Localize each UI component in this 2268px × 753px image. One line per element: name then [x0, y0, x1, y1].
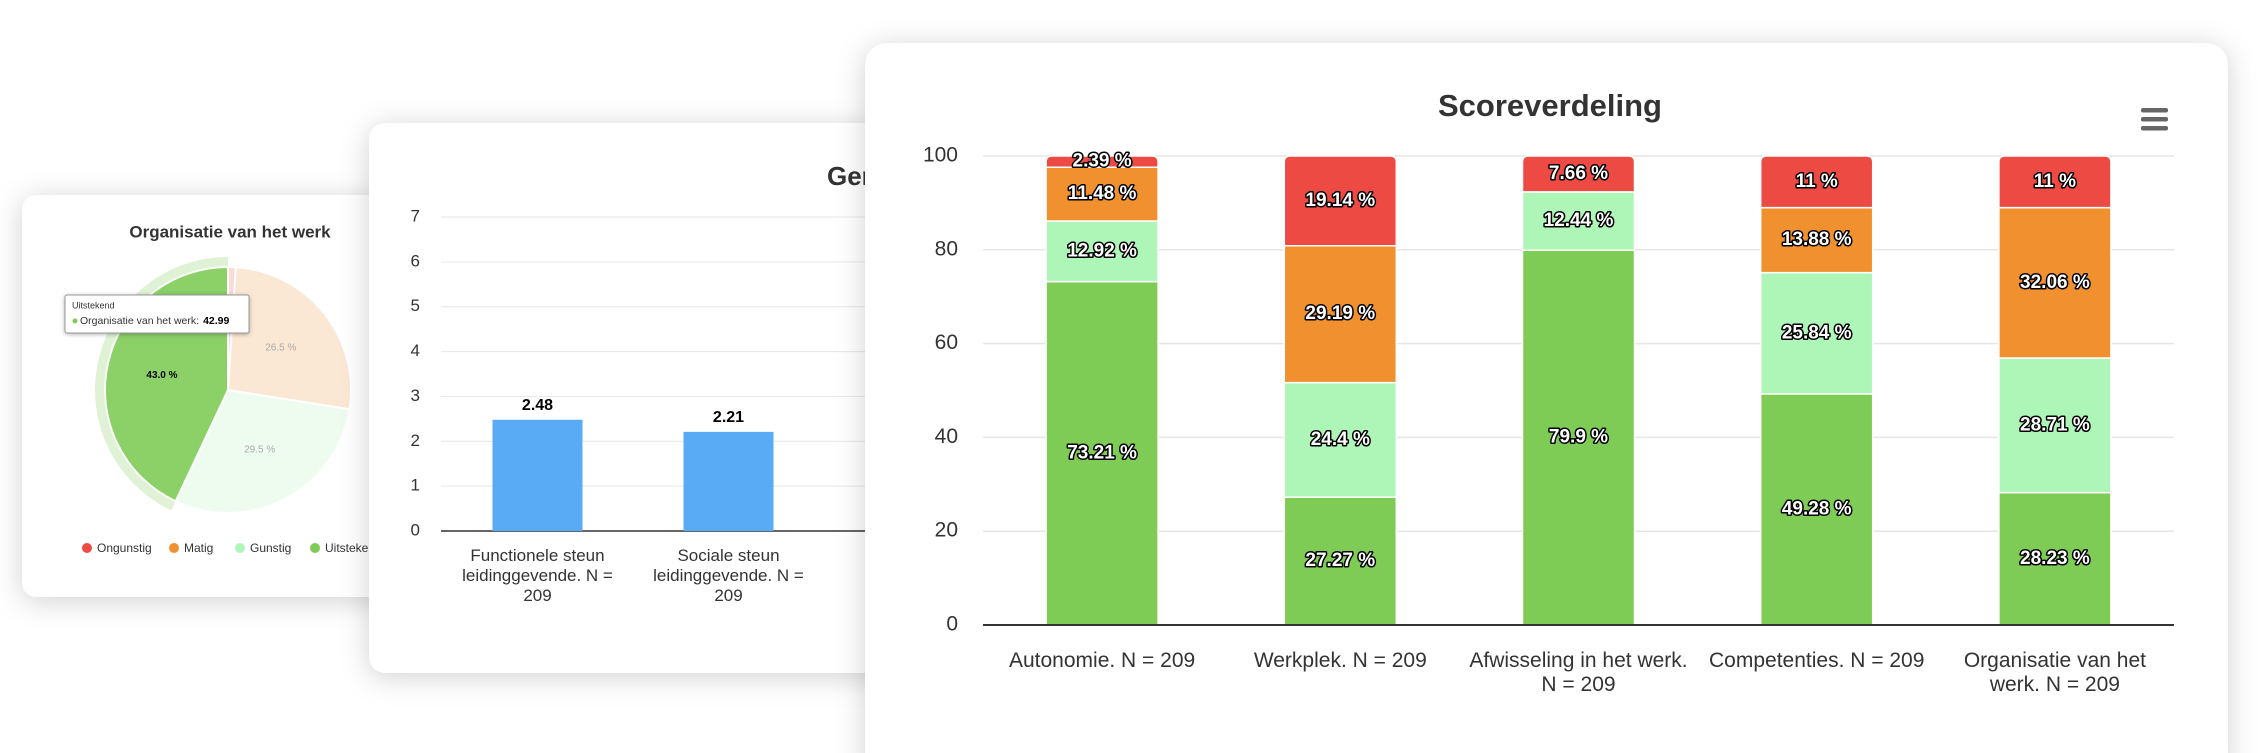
data-label: 28.71 %	[2020, 414, 2090, 435]
x-tick-label: Afwisseling in het werk. N = 209	[1469, 649, 1687, 696]
menu-icon[interactable]	[2141, 126, 2168, 131]
x-tick-label: Autonomie. N = 209	[1009, 649, 1195, 672]
data-label: 27.27 %	[1305, 550, 1375, 571]
y-tick-label: 3	[411, 386, 420, 405]
data-label: 79.9 %	[1549, 427, 1608, 448]
data-label: 28.23 %	[2020, 548, 2090, 569]
pie-slice	[226, 266, 352, 411]
data-label: 26.5 %	[265, 342, 296, 353]
y-tick-label: 0	[946, 613, 958, 636]
bar-segment	[1759, 155, 1874, 209]
bar-segment	[1521, 155, 1636, 193]
x-tick-label: Werkplek. N = 209	[1254, 649, 1427, 672]
y-tick-label: 4	[411, 341, 420, 360]
x-tick-label: Organisatie van het werk. N = 209	[1964, 649, 2146, 696]
tooltip-dot	[72, 318, 78, 324]
y-tick-label: 6	[411, 251, 420, 270]
data-label: 29.19 %	[1305, 303, 1375, 324]
bar	[492, 419, 583, 531]
data-label: 13.88 %	[1782, 229, 1852, 250]
y-tick-label: 7	[411, 206, 420, 225]
data-label: 19.14 %	[1305, 190, 1375, 211]
data-label: 12.44 %	[1544, 210, 1614, 231]
y-tick-label: 0	[411, 520, 420, 539]
data-label: 49.28 %	[1782, 498, 1852, 519]
menu-icon[interactable]	[2141, 108, 2168, 113]
bar-segment	[1045, 155, 1159, 168]
data-label: 32.06 %	[2020, 272, 2090, 293]
legend-label: Gunstig	[250, 541, 291, 555]
bar-segment	[1998, 155, 2112, 209]
tooltip-title: Uitstekend	[72, 300, 115, 310]
tooltip-label: Organisatie van het werk:	[80, 315, 199, 327]
legend-symbol	[82, 543, 92, 553]
pie-slice	[174, 388, 351, 514]
data-label: 11 %	[2034, 171, 2076, 192]
data-label: 2.48	[522, 397, 553, 414]
data-label: 11 %	[1796, 171, 1838, 192]
y-tick-label: 60	[935, 331, 958, 354]
x-tick-label: Competenties. N = 209	[1709, 649, 1924, 672]
legend-label: Uitstekend	[325, 541, 382, 555]
x-tick-label: Functionele steun leidinggevende. N = 209	[462, 546, 613, 605]
card	[369, 123, 969, 673]
data-label: 73.21 %	[1067, 442, 1137, 463]
data-label: 2.39 %	[1073, 151, 1132, 172]
bar	[683, 431, 774, 531]
y-tick-label: 40	[935, 425, 958, 448]
tooltip	[64, 294, 250, 334]
y-tick-label: 1	[411, 476, 420, 495]
tooltip-value: 42.99	[203, 315, 229, 327]
chart-title: Organisatie van het werk	[129, 222, 331, 241]
y-tick-label: 20	[935, 519, 958, 542]
menu-icon[interactable]	[2141, 117, 2168, 122]
legend-label: Ongunstig	[97, 541, 152, 555]
data-label: 29.5 %	[244, 444, 275, 455]
y-tick-label: 100	[923, 144, 958, 167]
bar-segment	[1283, 155, 1398, 247]
data-label: 24.4 %	[1311, 429, 1370, 450]
data-label: 43.0 %	[146, 370, 177, 381]
data-label: 11.48 %	[1068, 183, 1137, 204]
data-label: 7.66 %	[1549, 163, 1608, 184]
legend-symbol	[169, 543, 179, 553]
y-tick-label: 2	[411, 431, 420, 450]
chart-title: Scoreverdeling	[1438, 88, 1662, 123]
data-label: 25.84 %	[1782, 322, 1852, 343]
data-label: 12.92 %	[1067, 240, 1137, 261]
legend-label: Matig	[184, 541, 213, 555]
y-tick-label: 80	[935, 237, 958, 260]
legend-symbol	[235, 543, 245, 553]
data-label: 2.21	[713, 409, 744, 426]
x-tick-label: Sociale steun leidinggevende. N = 209	[653, 546, 804, 605]
legend-symbol	[310, 543, 320, 553]
y-tick-label: 5	[411, 296, 420, 315]
